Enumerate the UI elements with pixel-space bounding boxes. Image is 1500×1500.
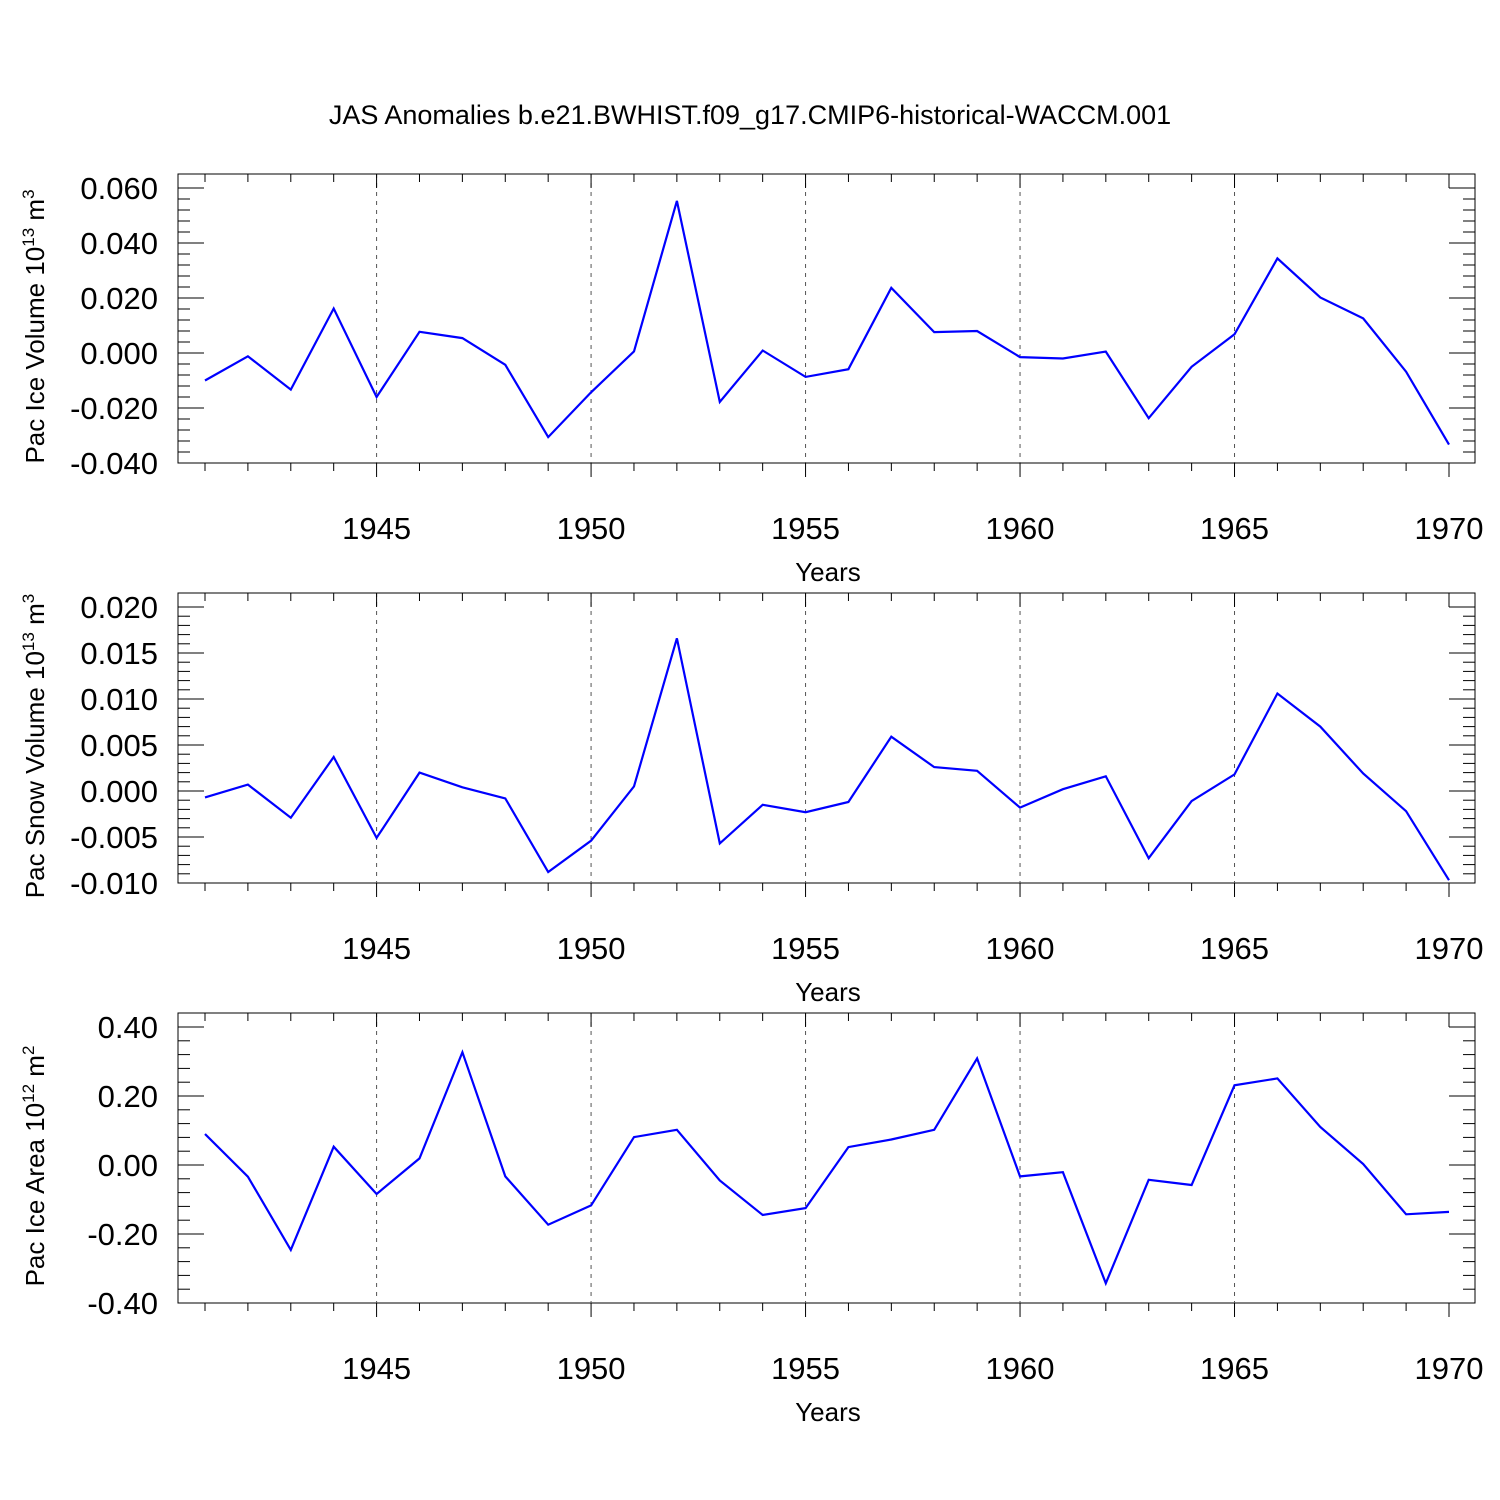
x-tick-label: 1960 — [986, 931, 1055, 966]
x-axis-label: Years — [795, 1397, 861, 1427]
x-tick-label: 1950 — [557, 931, 626, 966]
x-axis-label: Years — [795, 557, 861, 587]
y-axis-label-unit: m — [20, 1055, 50, 1084]
chart-panels: -0.040 -0.020 0.000 0.020 0.040 0.060 1945 1950… — [19, 171, 1483, 1427]
y-axis-label-unit: m — [20, 199, 50, 228]
y-axis-label: Pac Ice Area 1012 m2 — [19, 1046, 50, 1287]
y-axis-label: Pac Ice Volume 1013 m3 — [19, 189, 50, 463]
panel-3: -0.40 -0.20 0.00 0.20 0.40 1945 1950 1955 1960 19… — [19, 1010, 1483, 1427]
x-tick-label: 1950 — [557, 1351, 626, 1386]
y-axis-label-exponent: 12 — [19, 1084, 38, 1103]
y-tick-label: 0.40 — [98, 1010, 158, 1045]
series-line — [204, 637, 1450, 881]
x-tick-label: 1965 — [1200, 1351, 1269, 1386]
plot-frame — [177, 592, 1476, 884]
y-tick-label: -0.020 — [70, 391, 158, 426]
x-tick-label: 1950 — [557, 511, 626, 546]
y-axis-label-unit-exponent: 3 — [19, 189, 38, 198]
y-tick-label: 0.20 — [98, 1079, 158, 1114]
x-tick-label: 1955 — [771, 1351, 840, 1386]
chart-title: JAS Anomalies b.e21.BWHIST.f09_g17.CMIP6… — [329, 100, 1171, 130]
y-tick-label: 0.00 — [98, 1148, 158, 1183]
y-tick-label: -0.010 — [70, 866, 158, 901]
y-tick-label: -0.040 — [70, 446, 158, 481]
x-tick-label: 1945 — [342, 511, 411, 546]
panel-1: -0.040 -0.020 0.000 0.020 0.040 0.060 1945 1950… — [19, 171, 1483, 587]
y-axis-label-unit-exponent: 3 — [19, 594, 38, 603]
y-tick-label: 0.040 — [80, 226, 158, 261]
y-tick-label: 0.060 — [80, 171, 158, 206]
x-tick-label: 1970 — [1415, 1351, 1484, 1386]
y-tick-label: -0.005 — [70, 820, 158, 855]
x-tick-label: 1965 — [1200, 511, 1269, 546]
y-axis-label: Pac Snow Volume 1013 m3 — [19, 594, 50, 898]
x-tick-label: 1945 — [342, 1351, 411, 1386]
y-axis-label-text: Pac Ice Area 10 — [20, 1103, 50, 1287]
y-tick-label: 0.000 — [80, 336, 158, 371]
plot-frame — [177, 173, 1476, 464]
y-tick-label: 0.020 — [80, 590, 158, 625]
y-tick-label: 0.020 — [80, 281, 158, 316]
x-axis-label: Years — [795, 977, 861, 1007]
x-tick-label: 1965 — [1200, 931, 1269, 966]
y-axis-label-unit: m — [20, 603, 50, 632]
x-tick-label: 1955 — [771, 511, 840, 546]
y-axis-label-text: Pac Ice Volume 10 — [20, 247, 50, 464]
y-axis-label-text: Pac Snow Volume 10 — [20, 651, 50, 898]
y-tick-label: 0.005 — [80, 728, 158, 763]
x-tick-label: 1970 — [1415, 931, 1484, 966]
x-tick-label: 1945 — [342, 931, 411, 966]
y-tick-label: 0.010 — [80, 682, 158, 717]
y-tick-label: -0.40 — [87, 1286, 158, 1321]
y-axis-label-exponent: 13 — [19, 632, 38, 651]
x-tick-label: 1955 — [771, 931, 840, 966]
y-axis-label-exponent: 13 — [19, 228, 38, 247]
y-tick-label: 0.015 — [80, 636, 158, 671]
x-tick-label: 1960 — [986, 511, 1055, 546]
y-tick-label: -0.20 — [87, 1217, 158, 1252]
plot-frame — [177, 1012, 1476, 1304]
x-tick-label: 1960 — [986, 1351, 1055, 1386]
series-line — [204, 1049, 1450, 1287]
y-tick-label: 0.000 — [80, 774, 158, 809]
x-tick-label: 1970 — [1415, 511, 1484, 546]
panel-2: -0.010 -0.005 0.000 0.005 0.010 0.015 0.020 194… — [19, 590, 1483, 1007]
series-line — [204, 200, 1450, 446]
y-axis-label-unit-exponent: 2 — [19, 1046, 38, 1055]
